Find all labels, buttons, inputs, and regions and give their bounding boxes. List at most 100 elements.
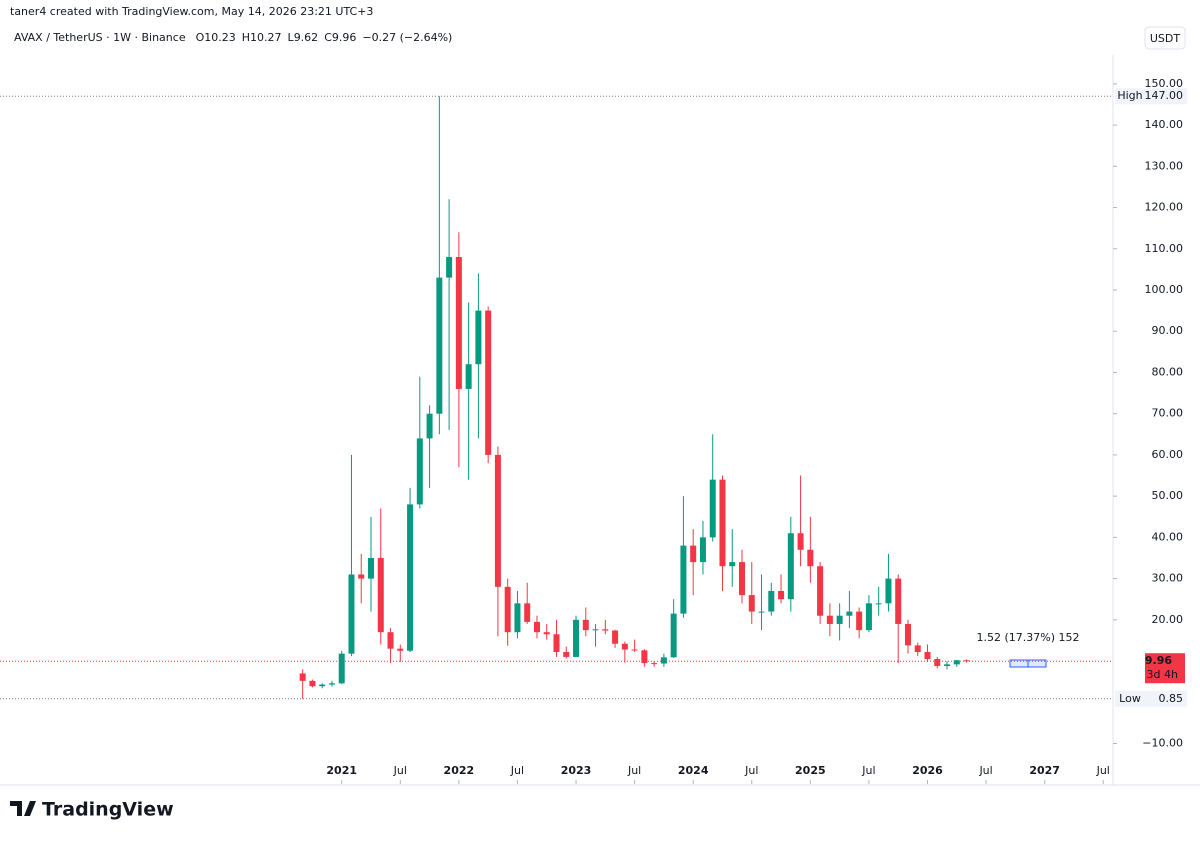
y-tick-label: 50.00 [1152, 489, 1184, 502]
y-tick-label: 150.00 [1145, 77, 1184, 90]
candle-body [865, 603, 872, 631]
candle-body [514, 603, 521, 633]
x-tick-label: Jul [510, 764, 524, 777]
y-tick-label: −10.00 [1142, 737, 1183, 750]
candle-body [690, 545, 697, 563]
x-tick-label: Jul [978, 764, 992, 777]
last-price-countdown: 3d 4h [1147, 668, 1178, 681]
candle-body [465, 364, 472, 389]
candle-body [416, 438, 423, 505]
y-tick-label: 40.00 [1152, 530, 1184, 543]
candle-body [524, 603, 531, 622]
candle-body [895, 578, 902, 624]
ohlc-value: 9.96 [332, 31, 357, 44]
y-tick-label: 20.00 [1152, 613, 1184, 626]
ohlc-letter: O [196, 31, 205, 44]
ohlc-value: 10.23 [204, 31, 236, 44]
y-tick-label: 110.00 [1145, 242, 1184, 255]
candle-body [563, 651, 570, 657]
candle-body [875, 603, 882, 605]
candle-body [377, 557, 384, 633]
candle-body [455, 257, 462, 389]
candle-body [407, 504, 414, 651]
candle-body [602, 629, 609, 631]
candle-body [768, 590, 775, 612]
candle-body [612, 630, 619, 644]
x-tick-label: Jul [861, 764, 875, 777]
candle-body [836, 615, 843, 624]
candle-body [924, 651, 931, 659]
candle-body [680, 545, 687, 614]
x-tick-label: Jul [1096, 764, 1110, 777]
x-tick-label: 2025 [795, 764, 826, 777]
candle-body [748, 595, 755, 612]
y-tick-label: 70.00 [1152, 407, 1184, 420]
candle-body [670, 613, 677, 658]
x-tick-label: Jul [393, 764, 407, 777]
candle-body [846, 611, 853, 616]
candle-body [387, 632, 394, 649]
candle-body [699, 537, 706, 563]
ohlc-value: 10.27 [250, 31, 282, 44]
candle-body [338, 653, 345, 684]
y-tick-label: 100.00 [1145, 283, 1184, 296]
candle-body [436, 277, 443, 414]
candle-body [787, 533, 794, 600]
marker-name-box [1115, 88, 1145, 105]
candle-body [778, 590, 785, 600]
ohlc-letter: H [242, 31, 250, 44]
candle-body [475, 310, 482, 365]
candle-body [319, 684, 326, 687]
candle-body [592, 629, 599, 631]
x-tick-label: 2021 [326, 764, 357, 777]
candle-body [328, 683, 335, 685]
y-tick-label: 130.00 [1145, 159, 1184, 172]
currency-button[interactable] [1144, 26, 1186, 50]
candle-body [504, 586, 511, 633]
y-tick-label: 30.00 [1152, 572, 1184, 585]
marker-value-box [1145, 88, 1187, 105]
y-tick-label: 60.00 [1152, 448, 1184, 461]
candle-body [914, 645, 921, 652]
x-tick-label: 2022 [444, 764, 475, 777]
candle-body [543, 632, 550, 635]
y-tick-label: 140.00 [1145, 118, 1184, 131]
candle-body [485, 310, 492, 455]
ohlc-letter: L [288, 31, 295, 44]
marker-value: 147.00 [1145, 89, 1184, 102]
last-price-box [1145, 653, 1185, 684]
logo-icon [10, 801, 36, 816]
marker-name: Low [1119, 692, 1141, 705]
candle-body [826, 615, 833, 624]
candle-body [573, 619, 580, 657]
marker-name: High [1117, 89, 1142, 102]
candle-body [426, 413, 433, 439]
candle-body [651, 663, 658, 665]
logo-text: TradingView [42, 799, 174, 821]
ohlc-value: 9.62 [294, 31, 319, 44]
candle-body [739, 562, 745, 596]
candle-body [621, 643, 628, 650]
logo: TradingView [10, 799, 174, 821]
candle-body [348, 574, 355, 654]
ohlc-letter: C [324, 31, 332, 44]
currency[interactable]: USDT [1150, 32, 1181, 45]
candle-body [533, 621, 540, 633]
x-tick-label: Jul [744, 764, 758, 777]
ohlc-header: O 10.23 H 10.27 L 9.62 C 9.96 −0.27 (−2.64%) [196, 31, 453, 44]
candle-body [299, 673, 306, 681]
candle-body [582, 619, 589, 631]
candle-body [904, 623, 911, 646]
candle-body [631, 649, 638, 651]
x-tick-label: 2023 [561, 764, 592, 777]
candle-body [934, 658, 941, 666]
candle-body [807, 549, 814, 567]
x-tick-label: Jul [627, 764, 641, 777]
candle-body [309, 680, 316, 687]
candle-body [641, 650, 648, 664]
symbol: AVAX / TetherUS · 1W · Binance [14, 31, 186, 44]
y-tick-label: 80.00 [1152, 365, 1184, 378]
y-tick-label: 120.00 [1145, 201, 1184, 214]
candle-body [797, 533, 804, 550]
